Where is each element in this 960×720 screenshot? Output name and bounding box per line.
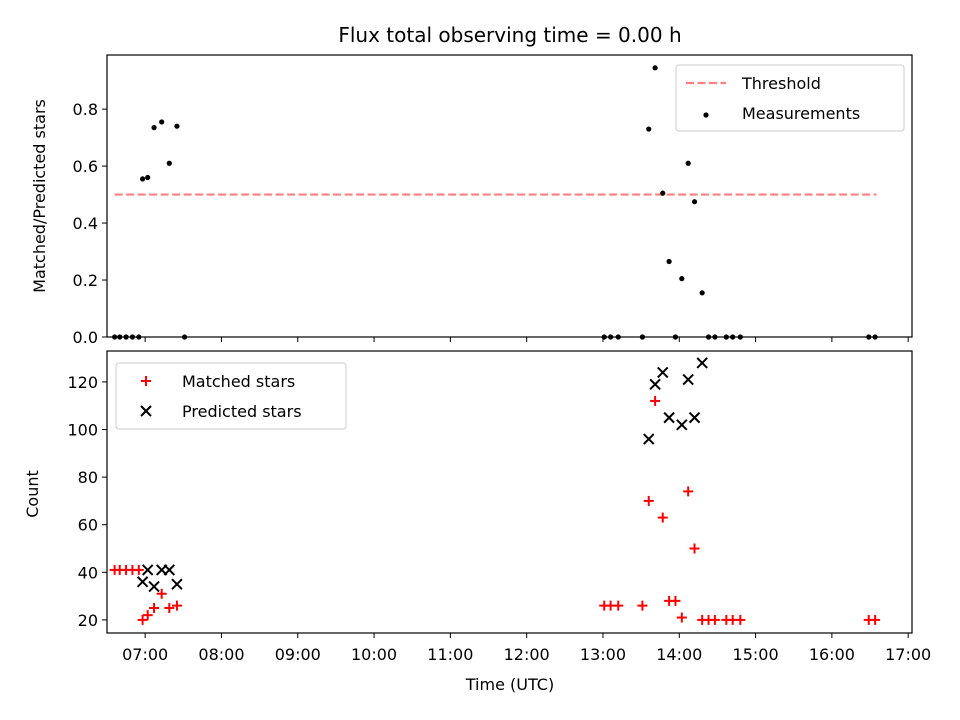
bottom-y-axis-label: Count [23,470,42,518]
measurement-point [679,276,685,282]
x-tick-label: 13:00 [580,645,626,664]
y-tick-label: 60 [78,516,98,535]
bottom-axis-ticks: 07:00 08:00 09:00 10:00 11:00 12:00 13:00 14:00… [67,373,931,664]
matched-star-point [650,395,661,406]
top-series-group [112,65,878,340]
measurement-point [151,125,157,131]
legend-measurement-swatch [703,112,709,118]
measurement-point [666,258,672,265]
y-tick-label: 100 [67,421,98,440]
x-tick-label: 07:00 [122,645,168,664]
y-tick-label: 80 [78,468,98,487]
bottom-series-group [109,357,881,625]
matched-star-point [137,614,148,625]
matched-star-point [676,612,687,623]
measurement-point [140,176,146,182]
x-axis-label: Time (UTC) [465,675,554,694]
legend-label: Matched stars [182,372,295,391]
matched-star-point [670,595,681,606]
predicted-star-point [136,576,149,588]
x-tick-label: 12:00 [504,645,550,664]
x-tick-label: 16:00 [809,645,855,664]
matched-star-point [142,610,153,621]
legend-label: Measurements [742,104,860,123]
bottom-plot-panel: 07:00 08:00 09:00 10:00 11:00 12:00 13:00 14:00… [23,350,931,694]
matched-star-point [657,512,668,523]
y-tick-label: 20 [78,611,98,630]
measurement-point [652,65,658,71]
matched-star-point [156,588,167,599]
x-tick-label: 09:00 [275,645,321,664]
legend-box [675,64,905,132]
matched-star-point [689,543,700,554]
x-tick-label: 17:00 [885,645,931,664]
measurement-point [699,290,705,296]
matched-star-point [171,600,182,611]
predicted-star-point [163,564,176,576]
predicted-star-point [141,564,154,576]
legend-label: Predicted stars [182,402,302,421]
matched-star-point [683,486,694,497]
legend-label: Threshold [741,74,821,93]
x-tick-label: 08:00 [198,645,244,664]
top-plot-panel: Flux total observing time = 0.00 h 0.00.… [30,23,913,347]
bottom-legend: Matched stars Predicted stars [115,362,347,430]
legend-matched-swatch [141,376,151,386]
predicted-star-point [643,433,655,445]
measurement-point [646,126,652,132]
matched-star-point [709,614,720,625]
y-tick-label: 0.6 [73,157,98,176]
y-tick-label: 40 [78,563,98,582]
x-tick-label: 10:00 [351,645,397,664]
bottom-axes-frame [106,350,913,634]
predicted-star-point [676,419,688,431]
measurement-point [691,199,698,205]
y-tick-label: 0.0 [73,328,98,347]
x-tick-label: 14:00 [656,645,702,664]
predicted-star-point [657,366,669,379]
y-tick-label: 0.8 [73,100,98,119]
legend-predicted-swatch [140,405,152,417]
matched-star-point [613,600,624,611]
predicted-star-point [663,411,675,424]
matched-star-point [133,564,144,575]
chart-title: Flux total observing time = 0.00 h [338,23,681,47]
top-legend: Threshold Measurements [675,64,905,132]
measurement-point [660,190,666,196]
matched-star-point [870,614,881,625]
x-tick-label: 11:00 [427,645,473,664]
predicted-star-point [688,411,701,424]
y-tick-label: 0.2 [73,271,98,290]
top-y-axis-label: Matched/Predicted stars [30,99,49,293]
top-axes-frame [106,54,913,338]
predicted-star-point [649,378,661,391]
matched-star-point [637,600,648,611]
legend-box [115,362,347,430]
top-axis-ticks: 0.0 0.2 0.4 0.6 0.8 [73,100,909,347]
matched-star-point [735,614,746,625]
y-tick-label: 0.4 [73,214,98,233]
measurement-point [145,174,151,181]
measurement-point [166,160,172,166]
predicted-star-point [171,578,183,590]
predicted-star-point [148,580,160,593]
predicted-star-point [682,373,694,386]
predicted-star-point [696,357,708,369]
y-tick-label: 120 [67,373,98,392]
measurement-point [685,160,691,166]
measurement-point [174,123,180,129]
matched-star-point [643,495,654,506]
x-tick-label: 15:00 [733,645,779,664]
matched-star-point [149,603,160,614]
measurement-point [159,119,165,125]
matched-star-point [164,603,175,614]
